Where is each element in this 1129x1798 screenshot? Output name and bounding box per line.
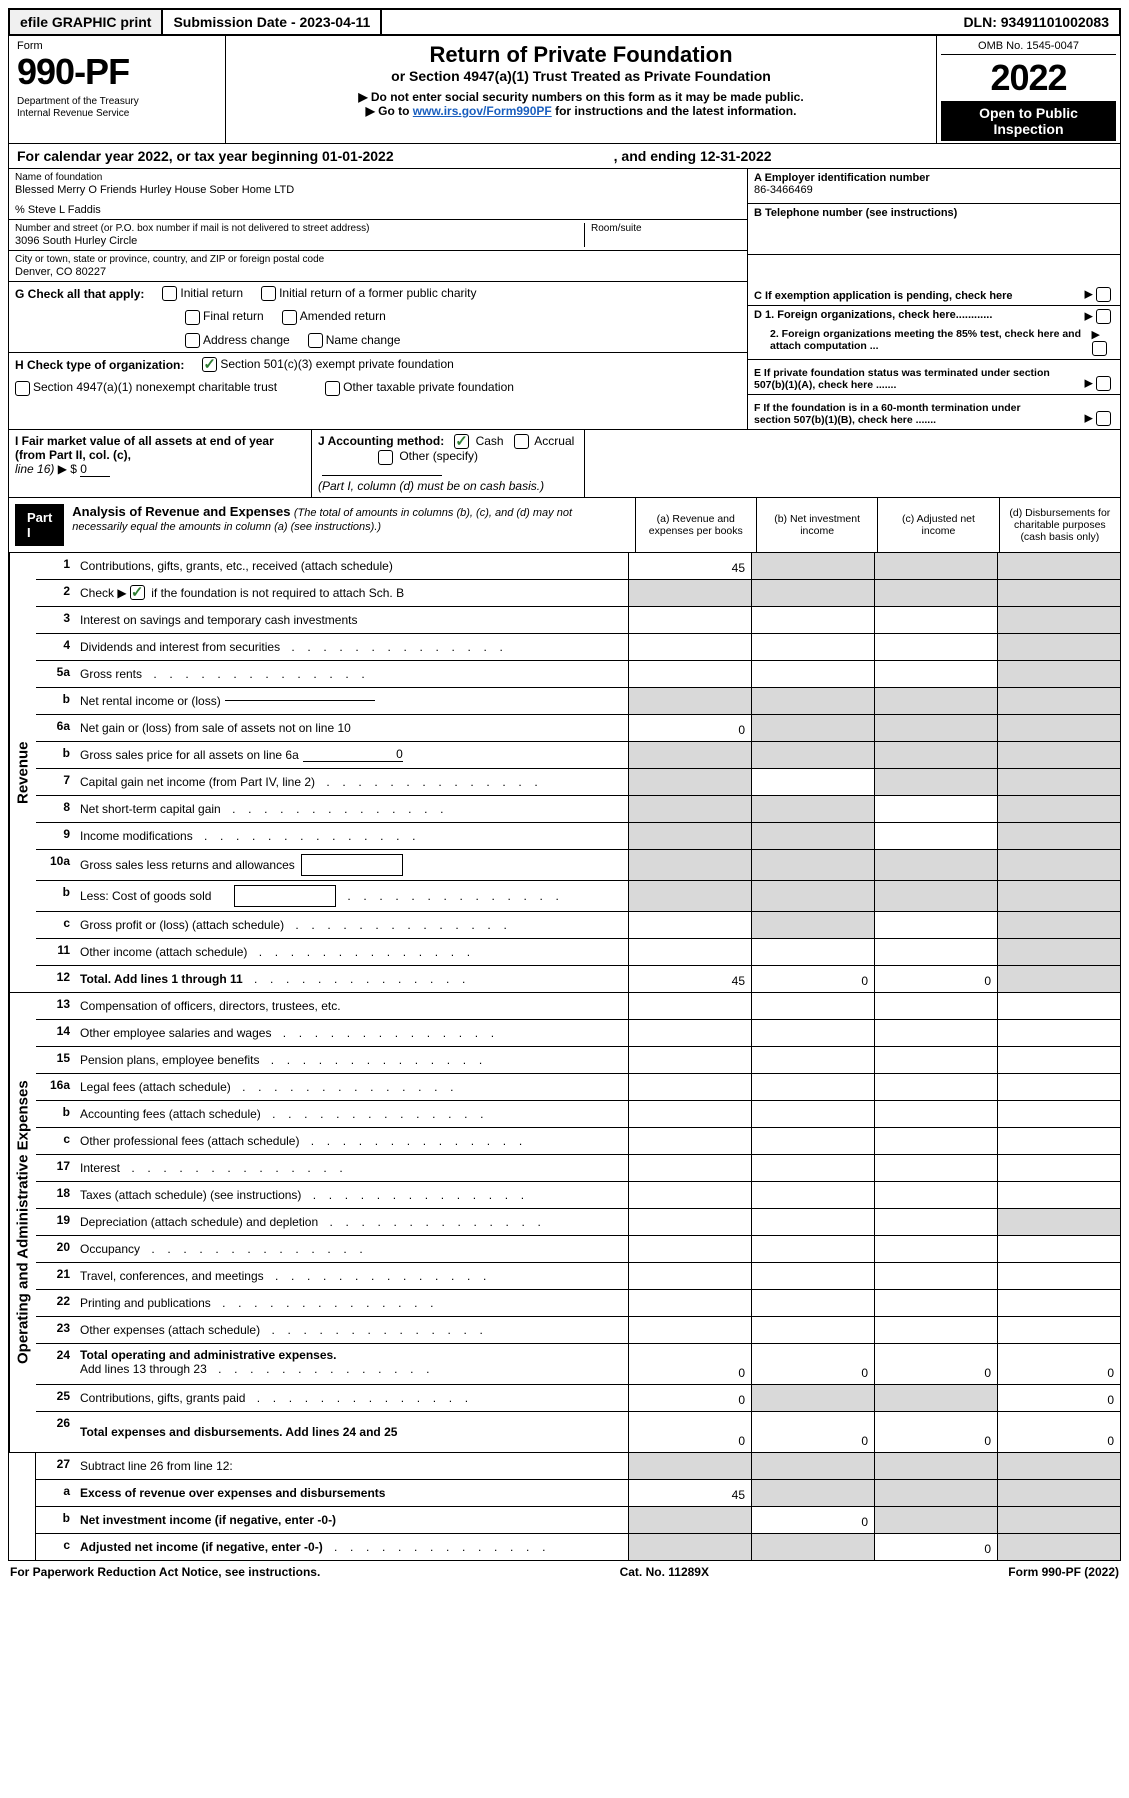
name-cell: Name of foundation Blessed Merry O Frien… [9,169,747,220]
instr-goto: ▶ Go to www.irs.gov/Form990PF for instru… [238,104,924,118]
cb-cash[interactable] [454,434,469,449]
instr-pre: ▶ Go to [366,104,413,118]
expenses-table: Operating and Administrative Expenses 13… [8,993,1121,1453]
col-d-head: (d) Disbursements for charitable purpose… [999,498,1120,552]
instr-no-ssn: ▶ Do not enter social security numbers o… [238,90,924,104]
street-value: 3096 South Hurley Circle [15,235,584,247]
i-label: I Fair market value of all assets at end… [15,434,274,462]
j-label: J Accounting method: [318,434,444,448]
expenses-vlabel: Operating and Administrative Expenses [9,993,36,1452]
omb-number: OMB No. 1545-0047 [941,38,1116,55]
cb-e[interactable] [1096,376,1111,391]
cb-other-taxable[interactable] [325,381,340,396]
form-number: 990-PF [17,54,217,90]
cb-d1[interactable] [1096,309,1111,324]
cb-other-method[interactable] [378,450,393,465]
section-ij: I Fair market value of all assets at end… [8,430,1121,498]
d2-label: 2. Foreign organizations meeting the 85%… [754,328,1092,356]
foundation-name: Blessed Merry O Friends Hurley House Sob… [15,184,741,196]
cb-4947[interactable] [15,381,30,396]
col-c-head: (c) Adjusted net income [877,498,998,552]
i-col: I Fair market value of all assets at end… [9,430,312,497]
form-header: Form 990-PF Department of the Treasury I… [8,36,1121,144]
room-label: Room/suite [591,223,741,235]
cal-end: , and ending 12-31-2022 [614,148,772,164]
cal-begin: For calendar year 2022, or tax year begi… [17,148,394,164]
header-center: Return of Private Foundation or Section … [226,36,936,143]
ein-cell: A Employer identification number 86-3466… [748,169,1120,204]
g-check-row: G Check all that apply: Initial return I… [9,282,747,353]
col-b-head: (b) Net investment income [756,498,877,552]
info-grid: Name of foundation Blessed Merry O Frien… [8,169,1121,430]
j-col: J Accounting method: Cash Accrual Other … [312,430,585,497]
e-label: E If private foundation status was termi… [754,367,1054,391]
open-public-badge: Open to Public Inspection [941,101,1116,141]
form-title: Return of Private Foundation [238,42,924,68]
f-label: F If the foundation is in a 60-month ter… [754,402,1054,426]
revenue-vlabel: Revenue [9,553,36,992]
street-cell: Number and street (or P.O. box number if… [9,220,747,251]
cb-f[interactable] [1096,411,1111,426]
efile-print-label: efile GRAPHIC print [10,10,163,34]
cb-d2[interactable] [1092,341,1107,356]
revenue-table: Revenue 1Contributions, gifts, grants, e… [8,553,1121,993]
calendar-year-row: For calendar year 2022, or tax year begi… [8,144,1121,169]
info-right: A Employer identification number 86-3466… [747,169,1120,429]
h-label: H Check type of organization: [15,358,184,372]
city-label: City or town, state or province, country… [15,254,741,266]
cb-accrual[interactable] [514,434,529,449]
f-cell: F If the foundation is in a 60-month ter… [748,395,1120,429]
dept-treasury: Department of the Treasury [17,96,217,108]
form-link[interactable]: www.irs.gov/Form990PF [413,104,552,118]
cb-501c3[interactable] [202,357,217,372]
efile-topbar: efile GRAPHIC print Submission Date - 20… [8,8,1121,36]
cb-amended[interactable] [282,310,297,325]
c-label: C If exemption application is pending, c… [754,290,1013,302]
phone-label: B Telephone number (see instructions) [754,207,1114,219]
cb-sch-b[interactable] [130,585,145,600]
i-amount: 0 [80,462,110,477]
footer-left: For Paperwork Reduction Act Notice, see … [10,1565,320,1579]
cb-c-pending[interactable] [1096,287,1111,302]
header-right: OMB No. 1545-0047 2022 Open to Public In… [936,36,1120,143]
care-of: % Steve L Faddis [15,204,741,216]
d1-label: D 1. Foreign organizations, check here..… [754,309,992,324]
ein-value: 86-3466469 [754,184,1114,196]
city-cell: City or town, state or province, country… [9,251,747,282]
d-cell: D 1. Foreign organizations, check here..… [748,306,1120,360]
part1-header: Part I Analysis of Revenue and Expenses … [8,498,1121,553]
submission-date: Submission Date - 2023-04-11 [163,10,382,34]
cb-name-change[interactable] [308,333,323,348]
g-label: G Check all that apply: [15,287,144,301]
irs-label: Internal Revenue Service [17,108,217,120]
part1-title: Analysis of Revenue and Expenses [72,504,290,519]
c-cell: C If exemption application is pending, c… [748,255,1120,306]
ein-label: A Employer identification number [754,172,1114,184]
phone-cell: B Telephone number (see instructions) [748,204,1120,255]
col-a-head: (a) Revenue and expenses per books [635,498,756,552]
cb-address-change[interactable] [185,333,200,348]
f-col-dup [585,430,1120,497]
instr-post: for instructions and the latest informat… [552,104,797,118]
footer-mid: Cat. No. 11289X [620,1565,709,1579]
city-value: Denver, CO 80227 [15,266,741,278]
i-line16: line 16) [15,462,58,476]
h-check-row: H Check type of organization: Section 50… [9,353,747,400]
footer-right: Form 990-PF (2022) [1008,1565,1119,1579]
part1-label: Part I [15,504,64,546]
cb-initial-former[interactable] [261,286,276,301]
tax-year: 2022 [941,55,1116,101]
header-left: Form 990-PF Department of the Treasury I… [9,36,226,143]
page-footer: For Paperwork Reduction Act Notice, see … [8,1561,1121,1583]
j-note: (Part I, column (d) must be on cash basi… [318,479,544,493]
cb-final-return[interactable] [185,310,200,325]
street-label: Number and street (or P.O. box number if… [15,223,584,235]
line27-table: 27Subtract line 26 from line 12: aExcess… [8,1453,1121,1561]
info-left: Name of foundation Blessed Merry O Frien… [9,169,747,429]
form-subtitle: or Section 4947(a)(1) Trust Treated as P… [238,68,924,84]
cb-initial-return[interactable] [162,286,177,301]
e-cell: E If private foundation status was termi… [748,360,1120,395]
name-label: Name of foundation [15,172,741,184]
dln-label: DLN: 93491101002083 [953,10,1119,34]
